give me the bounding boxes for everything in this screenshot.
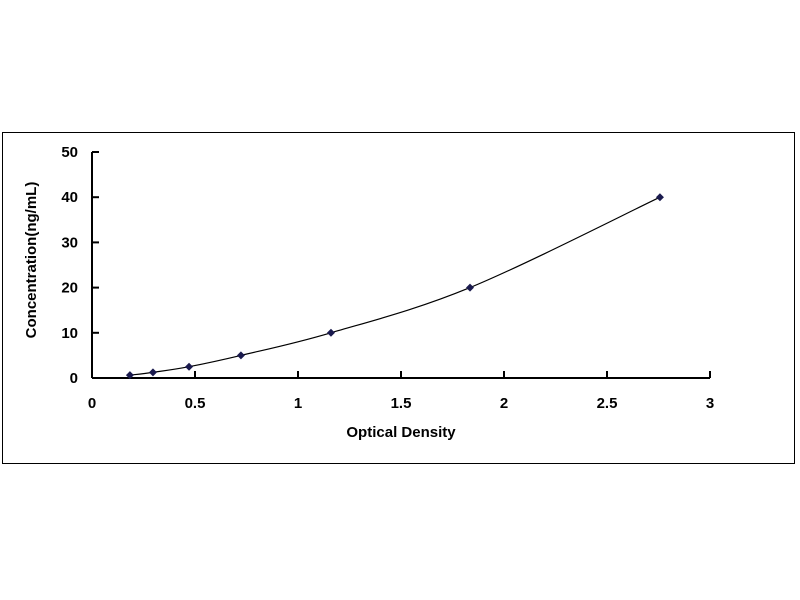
data-point — [326, 328, 335, 337]
y-tick-label: 0 — [70, 370, 78, 387]
data-point — [236, 351, 245, 360]
x-tick-label: 1.5 — [391, 395, 412, 412]
y-axis-label: Concentration(ng/mL) — [23, 182, 40, 339]
y-tick-label: 10 — [61, 325, 78, 342]
y-tick-label: 50 — [61, 144, 78, 161]
trend-curve — [129, 196, 661, 376]
y-tick-label: 40 — [61, 189, 78, 206]
axes — [91, 151, 711, 379]
x-tick-label: 0.5 — [185, 395, 206, 412]
y-tick-label: 30 — [61, 234, 78, 251]
data-points — [125, 193, 664, 380]
x-axis-label: Optical Density — [346, 424, 456, 441]
data-point — [466, 283, 475, 292]
x-tick-label: 1 — [294, 395, 302, 412]
x-tick-label: 2.5 — [597, 395, 618, 412]
data-point — [655, 193, 664, 202]
data-point — [125, 371, 134, 380]
y-tick-label: 20 — [61, 280, 78, 297]
data-point — [148, 368, 157, 377]
data-point — [185, 362, 194, 371]
chart-frame — [2, 132, 795, 464]
x-tick-label: 2 — [500, 395, 508, 412]
x-tick-label: 0 — [88, 395, 96, 412]
x-tick-label: 3 — [706, 395, 714, 412]
